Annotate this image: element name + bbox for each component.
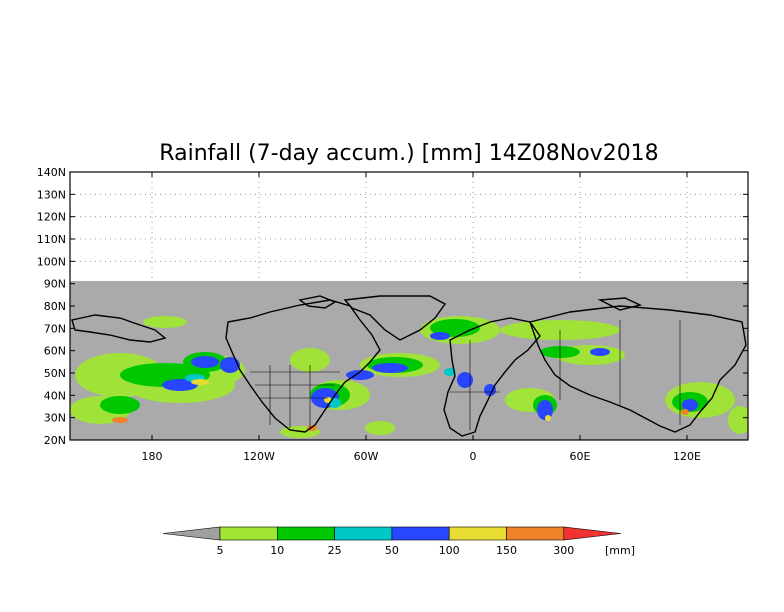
lon-tick-label: 180 bbox=[142, 450, 163, 463]
legend-threshold-label: 10 bbox=[270, 544, 284, 557]
map-title: Rainfall (7-day accum.) [mm] 14Z08Nov201… bbox=[159, 141, 658, 166]
legend-swatch bbox=[219, 526, 278, 541]
lon-tick-label: 120W bbox=[243, 450, 275, 463]
lat-tick-label: 20N bbox=[44, 434, 66, 447]
legend-swatch bbox=[334, 526, 393, 541]
rainfall-field bbox=[70, 281, 748, 440]
legend-swatch bbox=[448, 526, 507, 541]
rain-band-heavy bbox=[162, 332, 698, 420]
latitude-axis: 140N 130N 120N 110N 100N 90N 80N 70N 60N 50N 40N 30… bbox=[37, 166, 748, 447]
lat-tick-label: 70N bbox=[44, 322, 66, 335]
coastlines bbox=[71, 295, 747, 437]
lat-tick-label: 120N bbox=[37, 211, 66, 224]
lat-tick-label: 90N bbox=[44, 278, 66, 291]
legend-arrow-low bbox=[162, 526, 221, 541]
longitude-axis: 180 120W 60W 0 60E 120E bbox=[142, 172, 701, 463]
lat-tick-label: 140N bbox=[37, 166, 66, 179]
legend-swatch bbox=[276, 526, 335, 541]
lat-tick-label: 60N bbox=[44, 345, 66, 358]
legend-swatch bbox=[391, 526, 450, 541]
legend-threshold-label: 100 bbox=[439, 544, 460, 557]
lat-tick-label: 130N bbox=[37, 188, 66, 201]
colorbar-legend: 5 10 25 50 100 150 300 [mm] bbox=[162, 526, 635, 557]
legend-threshold-label: 150 bbox=[496, 544, 517, 557]
rain-band-very-heavy bbox=[112, 379, 689, 431]
lon-tick-label: 60W bbox=[354, 450, 379, 463]
lat-tick-label: 100N bbox=[37, 255, 66, 268]
political-borders bbox=[250, 320, 681, 430]
lon-tick-label: 120E bbox=[673, 450, 701, 463]
lat-tick-label: 30N bbox=[44, 412, 66, 425]
lat-tick-label: 40N bbox=[44, 389, 66, 402]
legend-threshold-label: 50 bbox=[385, 544, 399, 557]
legend-arrow-high bbox=[563, 526, 621, 541]
legend-threshold-label: 300 bbox=[553, 544, 574, 557]
lat-tick-label: 110N bbox=[37, 233, 66, 246]
legend-threshold-label: 25 bbox=[328, 544, 342, 557]
legend-swatch bbox=[506, 526, 565, 541]
lon-tick-label: 60E bbox=[570, 450, 591, 463]
legend-unit-label: [mm] bbox=[605, 544, 635, 557]
legend-threshold-label: 5 bbox=[217, 544, 224, 557]
lat-tick-label: 50N bbox=[44, 367, 66, 380]
lon-tick-label: 0 bbox=[470, 450, 477, 463]
lat-tick-label: 80N bbox=[44, 300, 66, 313]
